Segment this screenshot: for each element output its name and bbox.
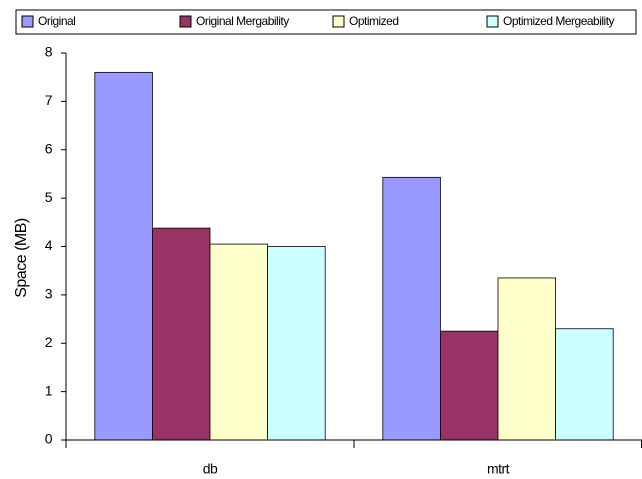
- bar: [497, 277, 556, 441]
- y-tick-label: 2: [45, 334, 53, 350]
- bar: [267, 246, 326, 441]
- y-tick-label: 1: [45, 382, 53, 398]
- y-tick-label: 6: [45, 140, 53, 156]
- legend-box: [15, 9, 637, 35]
- legend-label: Original: [38, 14, 75, 28]
- y-tick-label: 8: [45, 44, 53, 60]
- legend-swatch: [21, 15, 34, 28]
- bar: [555, 328, 614, 441]
- bar: [382, 176, 441, 441]
- y-tick-label: 3: [45, 286, 53, 302]
- bar: [151, 227, 211, 441]
- legend-swatch: [486, 15, 499, 28]
- legend-label: Original Mergability: [196, 14, 289, 28]
- y-tick-label: 7: [45, 92, 53, 108]
- y-tick-label: 4: [45, 237, 53, 253]
- x-tick-label: mtrt: [487, 461, 510, 477]
- legend-label: Optimized: [349, 14, 399, 28]
- bar: [94, 71, 153, 441]
- bar: [439, 330, 499, 441]
- legend-swatch: [179, 15, 192, 28]
- y-tick-label: 0: [45, 431, 53, 447]
- y-axis-label: Space (MB): [13, 218, 30, 298]
- bar: [209, 243, 268, 441]
- x-tick-label: db: [203, 461, 218, 477]
- y-tick-label: 5: [45, 189, 53, 205]
- legend-label: Optimized Mergeability: [503, 14, 615, 28]
- legend-swatch: [332, 15, 345, 28]
